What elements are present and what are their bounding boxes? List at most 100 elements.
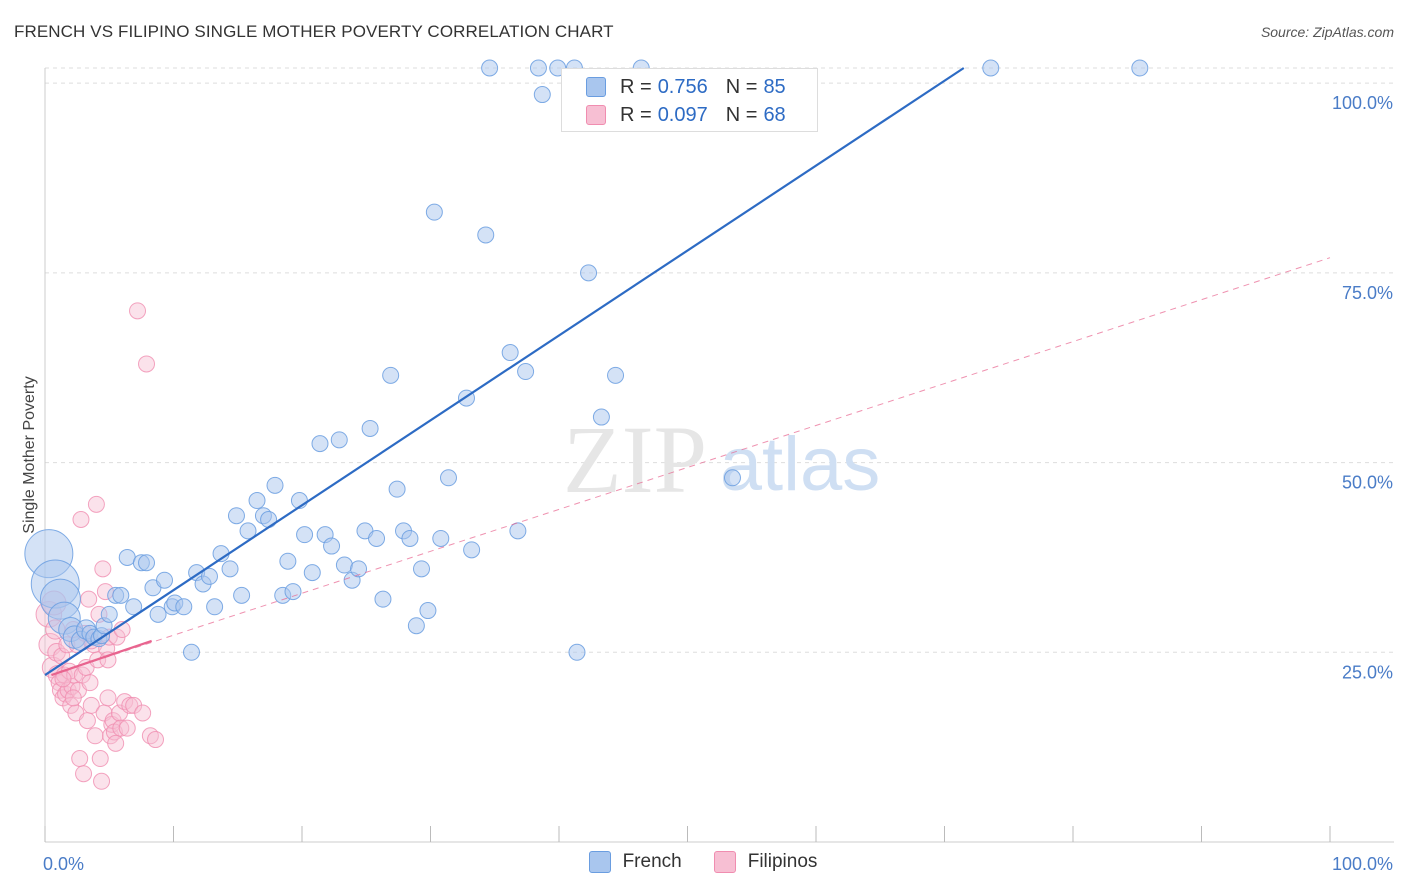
trend-lines	[44, 67, 1331, 677]
filipino-point	[99, 651, 117, 669]
french-point	[477, 226, 495, 244]
filipino-point	[72, 511, 90, 528]
french-point	[175, 598, 193, 616]
french-point	[1131, 59, 1149, 77]
filipino-point	[118, 719, 136, 737]
y-tick-label: 25.0%	[1342, 662, 1393, 682]
french-point	[361, 419, 379, 437]
french-point	[432, 529, 450, 547]
filipino-point	[112, 719, 130, 737]
french-point	[182, 643, 200, 661]
legend-swatch-filipinos	[586, 105, 606, 125]
y-tick-label: 100.0%	[1332, 93, 1393, 113]
watermark-atlas: atlas	[720, 422, 881, 507]
filipino-point	[64, 689, 82, 707]
legend-n-value: 68	[763, 103, 786, 126]
french-point	[279, 552, 297, 570]
french-point	[296, 526, 314, 544]
legend-item-french[interactable]: French	[588, 851, 682, 873]
filipino-point	[107, 734, 125, 752]
french-point	[592, 408, 610, 426]
axes	[44, 68, 1394, 843]
french-point	[368, 529, 386, 547]
french-point	[335, 556, 353, 574]
french-point	[284, 583, 302, 601]
filipino-point	[71, 750, 89, 768]
filipino-point	[94, 560, 112, 578]
legend-row-french: R = 0.756 N = 85	[586, 73, 786, 101]
french-point	[529, 59, 547, 77]
legend-label-french: French	[622, 851, 682, 872]
french-point	[401, 529, 419, 547]
french-points	[24, 59, 1149, 661]
french-point	[419, 602, 437, 620]
legend-swatch-french	[588, 851, 611, 873]
filipino-point	[82, 696, 100, 714]
legend-swatch-filipinos	[713, 851, 736, 873]
legend-swatch-french	[586, 77, 606, 97]
french-point	[260, 511, 278, 528]
french-point	[221, 560, 239, 578]
french-point	[982, 59, 1000, 77]
french-point	[425, 203, 443, 221]
x-tick-label-min: 0.0%	[43, 854, 84, 874]
french-point	[156, 571, 174, 589]
french-point	[382, 366, 400, 384]
french-point	[517, 363, 535, 381]
french-point	[481, 59, 499, 77]
filipino-point	[75, 765, 93, 783]
filipino-point	[80, 590, 98, 608]
legend-n-value: 85	[763, 75, 786, 98]
french-point	[439, 469, 457, 487]
filipino-point	[93, 772, 111, 790]
legend-item-filipinos[interactable]: Filipinos	[713, 851, 818, 873]
filipino-point	[147, 731, 165, 749]
french-point	[501, 344, 519, 362]
filipino-point	[78, 712, 96, 730]
filipino-point	[81, 674, 99, 692]
y-tick-label: 50.0%	[1342, 473, 1393, 493]
legend-r-label: R =	[620, 103, 652, 126]
french-point	[303, 564, 321, 582]
filipino-point	[87, 495, 105, 513]
filipino-point	[99, 689, 117, 707]
legend-row-filipinos: R = 0.097 N = 68	[586, 101, 786, 129]
french-point	[206, 598, 224, 616]
grid-lines	[45, 67, 1394, 653]
filipino-trend-line	[51, 639, 153, 677]
filipino-point	[86, 727, 104, 745]
french-point	[509, 522, 527, 540]
legend-r-label: R =	[620, 75, 652, 98]
french-point	[266, 476, 284, 494]
french-point	[463, 541, 481, 559]
filipino-point	[91, 750, 109, 768]
french-point	[227, 507, 245, 525]
filipino-point	[134, 704, 152, 722]
y-tick-label: 75.0%	[1342, 283, 1393, 303]
watermark-zip: ZIP	[563, 406, 707, 513]
tick-labels: 25.0% 50.0% 75.0% 100.0% 0.0% 100.0%	[43, 93, 1393, 874]
french-point	[149, 605, 167, 623]
filipino-point	[121, 696, 139, 714]
french-point	[125, 598, 143, 616]
french-point	[407, 617, 425, 635]
french-point	[248, 492, 266, 510]
french-point	[100, 605, 118, 623]
legend-r-value: 0.097	[657, 103, 708, 126]
french-point	[533, 86, 551, 104]
legend-r-value: 0.756	[657, 75, 708, 98]
french-point	[374, 590, 392, 608]
french-point	[323, 537, 341, 555]
legend-label-filipinos: Filipinos	[747, 851, 818, 872]
y-axis-label: Single Mother Poverty	[21, 376, 38, 533]
filipino-trend-extended	[51, 257, 1331, 676]
french-point	[723, 469, 741, 487]
legend-n-label: N =	[725, 103, 758, 126]
french-trend-line	[44, 67, 965, 676]
french-point	[330, 431, 348, 449]
legend-n-label: N =	[725, 75, 758, 98]
french-point	[350, 560, 368, 578]
french-point	[311, 435, 329, 453]
watermark: ZIP atlas	[563, 406, 880, 513]
